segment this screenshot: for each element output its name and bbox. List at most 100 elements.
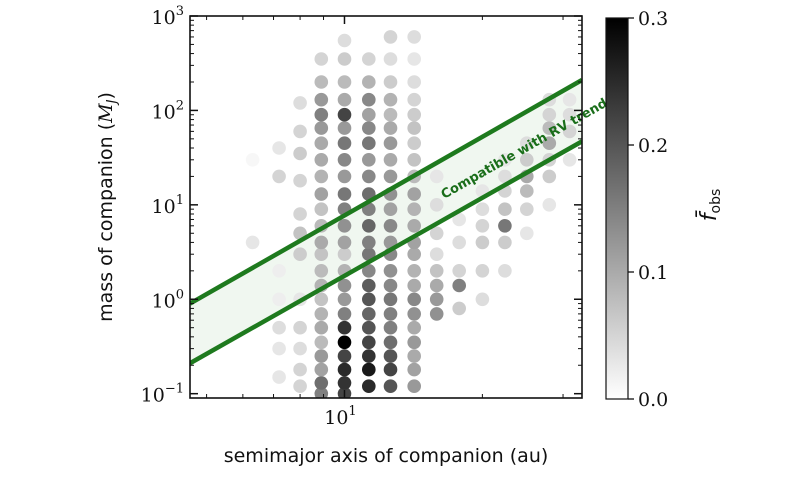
data-point bbox=[407, 52, 422, 66]
y-axis-title-close: ) bbox=[95, 92, 117, 99]
data-point bbox=[314, 153, 329, 167]
x-axis-title: semimajor axis of companion (au) bbox=[224, 445, 549, 467]
data-point bbox=[314, 320, 329, 335]
data-point bbox=[337, 292, 352, 307]
plot-frame bbox=[189, 15, 583, 399]
data-point bbox=[407, 219, 422, 233]
y-tick-label: 103 bbox=[152, 4, 184, 29]
data-point bbox=[272, 141, 286, 155]
data-point bbox=[314, 235, 329, 250]
data-point bbox=[383, 169, 398, 184]
data-point bbox=[293, 247, 307, 261]
data-point bbox=[429, 264, 444, 278]
data-point bbox=[383, 362, 398, 377]
data-point bbox=[314, 187, 329, 201]
data-point bbox=[475, 292, 490, 307]
data-point bbox=[542, 198, 557, 212]
data-point bbox=[475, 264, 490, 278]
data-point bbox=[383, 30, 398, 44]
data-point bbox=[337, 136, 352, 150]
data-point bbox=[383, 121, 398, 135]
data-point bbox=[407, 349, 422, 363]
data-point bbox=[383, 320, 398, 335]
data-point bbox=[383, 307, 398, 321]
data-point bbox=[383, 349, 398, 363]
data-point bbox=[337, 52, 352, 66]
colorbar-ticks: 0.0 0.1 0.2 0.3 bbox=[628, 8, 668, 411]
data-point bbox=[520, 184, 534, 198]
data-point bbox=[407, 292, 422, 307]
y-tick-label: 10−1 bbox=[141, 382, 184, 407]
data-point bbox=[362, 320, 376, 335]
data-point bbox=[542, 169, 557, 184]
x-tick-label: 101 bbox=[324, 404, 356, 429]
data-point bbox=[407, 136, 422, 150]
data-point bbox=[562, 153, 577, 167]
data-point bbox=[383, 264, 398, 278]
data-point bbox=[314, 52, 329, 66]
data-point bbox=[314, 136, 329, 150]
data-point bbox=[520, 153, 534, 167]
data-point bbox=[314, 169, 329, 184]
data-point bbox=[407, 187, 422, 201]
rv-band-lines bbox=[190, 78, 582, 366]
data-point bbox=[407, 153, 422, 167]
data-point bbox=[362, 169, 376, 184]
data-point bbox=[452, 212, 467, 227]
y-axis-title: mass of companion (MJ) bbox=[95, 92, 120, 322]
data-point bbox=[337, 92, 352, 107]
data-point bbox=[562, 124, 577, 139]
data-point bbox=[337, 121, 352, 135]
data-point bbox=[337, 247, 352, 261]
data-point bbox=[520, 226, 534, 241]
data-point bbox=[362, 379, 376, 394]
rv-band-upper-line bbox=[190, 78, 582, 306]
y-tick-label: 102 bbox=[152, 98, 184, 123]
data-point bbox=[362, 362, 376, 377]
data-point bbox=[314, 264, 329, 278]
colorbar-tick-label: 0.0 bbox=[638, 389, 668, 411]
data-point bbox=[452, 235, 467, 250]
data-point bbox=[337, 362, 352, 377]
data-point bbox=[293, 362, 307, 377]
data-point bbox=[362, 75, 376, 89]
data-point bbox=[337, 75, 352, 89]
data-point bbox=[293, 379, 307, 394]
data-point bbox=[407, 75, 422, 89]
colorbar-title: f̄obs bbox=[696, 189, 724, 222]
data-point bbox=[272, 264, 286, 278]
data-point bbox=[498, 169, 512, 184]
data-point bbox=[383, 202, 398, 216]
data-point bbox=[383, 107, 398, 122]
data-point bbox=[407, 379, 422, 394]
plot-area: Compatible with RV trend 10−110010110210… bbox=[141, 4, 611, 429]
data-point bbox=[272, 320, 286, 335]
data-point bbox=[429, 278, 444, 293]
data-point bbox=[314, 75, 329, 89]
data-point bbox=[337, 307, 352, 321]
data-point bbox=[498, 264, 512, 278]
data-point bbox=[498, 202, 512, 216]
data-point bbox=[383, 278, 398, 293]
data-point bbox=[337, 376, 352, 390]
y-tick-label: 101 bbox=[152, 193, 184, 218]
data-point bbox=[337, 107, 352, 122]
data-point bbox=[337, 320, 352, 335]
data-point bbox=[314, 376, 329, 390]
data-point bbox=[314, 386, 329, 398]
y-axis-title-sub: J bbox=[105, 99, 120, 106]
colorbar-tick-label: 0.2 bbox=[638, 135, 668, 157]
colorbar-tick-label: 0.3 bbox=[638, 8, 668, 30]
data-point bbox=[362, 136, 376, 150]
data-point bbox=[362, 219, 376, 233]
data-point bbox=[475, 219, 490, 233]
data-point bbox=[407, 202, 422, 216]
data-point bbox=[407, 278, 422, 293]
data-point bbox=[337, 335, 352, 350]
y-tick-label: 100 bbox=[152, 287, 184, 312]
data-point bbox=[383, 153, 398, 167]
data-point bbox=[520, 202, 534, 216]
data-point bbox=[407, 107, 422, 122]
data-point bbox=[337, 349, 352, 363]
data-point bbox=[362, 235, 376, 250]
